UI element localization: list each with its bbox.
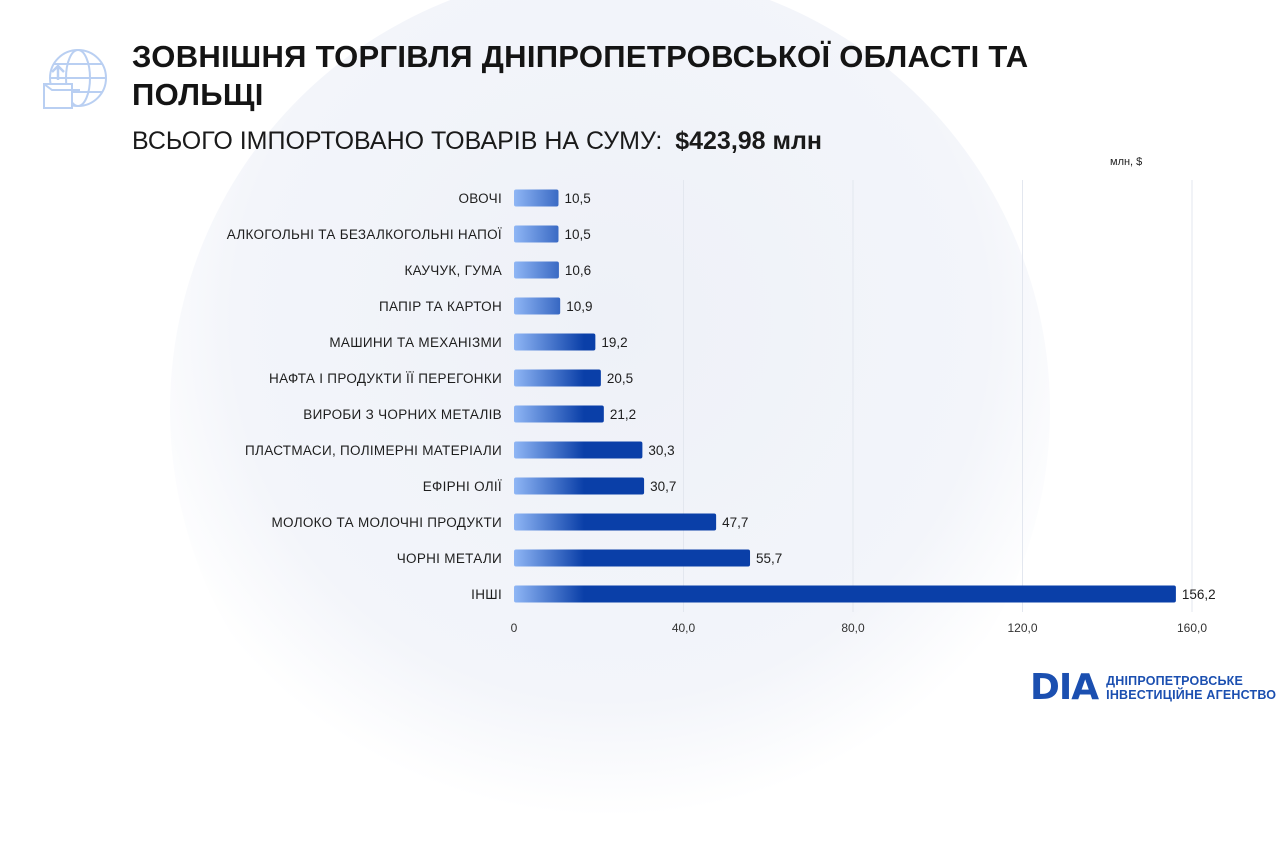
dia-logo-mark: DIA	[1030, 667, 1099, 708]
category-label: ІНШІ	[471, 587, 502, 602]
value-label: 19,2	[601, 335, 627, 350]
x-axis-ticks: 0 40,0 80,0 120,0 160,0	[511, 621, 1208, 635]
bar	[514, 297, 561, 315]
value-label: 21,2	[610, 407, 636, 422]
value-label: 55,7	[756, 551, 782, 566]
bar	[514, 189, 559, 207]
value-label: 156,2	[1182, 587, 1216, 602]
value-label: 10,5	[564, 227, 590, 242]
x-tick-label: 80,0	[841, 621, 865, 635]
bar	[514, 585, 1176, 603]
total-import-amount: $423,98 млн	[675, 127, 823, 155]
category-label: ЕФІРНІ ОЛІЇ	[423, 479, 502, 494]
x-tick-label: 160,0	[1177, 621, 1207, 635]
value-label: 47,7	[722, 515, 748, 530]
dia-logo-line1: ДНІПРОПЕТРОВСЬКЕ	[1106, 674, 1244, 688]
bar	[514, 513, 717, 531]
category-label: ВИРОБИ З ЧОРНИХ МЕТАЛІВ	[303, 407, 502, 422]
bar	[514, 477, 645, 495]
category-label: КАУЧУК, ГУМА	[404, 263, 502, 278]
bar-chart: ОВОЧІ АЛКОГОЛЬНІ ТА БЕЗАЛКОГОЛЬНІ НАПОЇ КА…	[227, 180, 1216, 635]
bars	[514, 189, 1176, 603]
x-tick-label: 40,0	[672, 621, 696, 635]
dia-logo-line2: ІНВЕСТИЦІЙНЕ АГЕНСТВО	[1106, 688, 1277, 702]
bar	[514, 333, 596, 351]
total-import-label: ВСЬОГО ІМПОРТОВАНО ТОВАРІВ НА СУМУ:	[132, 127, 663, 155]
value-label: 10,6	[565, 263, 591, 278]
background-circle	[170, 0, 1050, 850]
value-labels: 10,5 10,5 10,6 10,9 19,2 20,5 21,2 30,3 30,7 47,7…	[564, 191, 1215, 602]
value-label: 30,3	[648, 443, 674, 458]
category-label: ПЛАСТМАСИ, ПОЛІМЕРНІ МАТЕРІАЛИ	[245, 443, 502, 458]
x-tick-label: 0	[511, 621, 518, 635]
unit-label: млн, $	[1110, 156, 1143, 168]
dia-logo-text: ДНІПРОПЕТРОВСЬКЕ ІНВЕСТИЦІЙНЕ АГЕНСТВО	[1106, 674, 1276, 702]
bar	[514, 405, 604, 423]
dia-logo: DIA ДНІПРОПЕТРОВСЬКЕ ІНВЕСТИЦІЙНЕ АГЕНСТ…	[1030, 668, 1276, 708]
grid-lines	[683, 180, 1193, 612]
value-label: 10,9	[566, 299, 592, 314]
total-import-summary: ВСЬОГО ІМПОРТОВАНО ТОВАРІВ НА СУМУ: $423…	[132, 126, 822, 156]
value-label: 10,5	[564, 191, 590, 206]
bar	[514, 225, 559, 243]
category-label: АЛКОГОЛЬНІ ТА БЕЗАЛКОГОЛЬНІ НАПОЇ	[227, 227, 502, 242]
category-label: МОЛОКО ТА МОЛОЧНІ ПРОДУКТИ	[272, 515, 502, 530]
value-label: 20,5	[607, 371, 633, 386]
category-label: НАФТА І ПРОДУКТИ ЇЇ ПЕРЕГОНКИ	[269, 371, 502, 386]
bar	[514, 261, 559, 279]
globe-upload-box-icon	[43, 49, 107, 109]
category-label: МАШИНИ ТА МЕХАНІЗМИ	[329, 335, 502, 350]
bar	[514, 549, 751, 567]
category-label: ЧОРНІ МЕТАЛИ	[397, 551, 502, 566]
bar	[514, 441, 643, 459]
bar	[514, 369, 601, 387]
value-label: 30,7	[650, 479, 676, 494]
category-labels: ОВОЧІ АЛКОГОЛЬНІ ТА БЕЗАЛКОГОЛЬНІ НАПОЇ КА…	[227, 191, 502, 602]
x-tick-label: 120,0	[1007, 621, 1037, 635]
page-title: ЗОВНІШНЯ ТОРГІВЛЯ ДНІПРОПЕТРОВСЬКОЇ ОБЛА…	[132, 39, 1029, 112]
category-label: ПАПІР ТА КАРТОН	[379, 299, 502, 314]
category-label: ОВОЧІ	[458, 191, 502, 206]
